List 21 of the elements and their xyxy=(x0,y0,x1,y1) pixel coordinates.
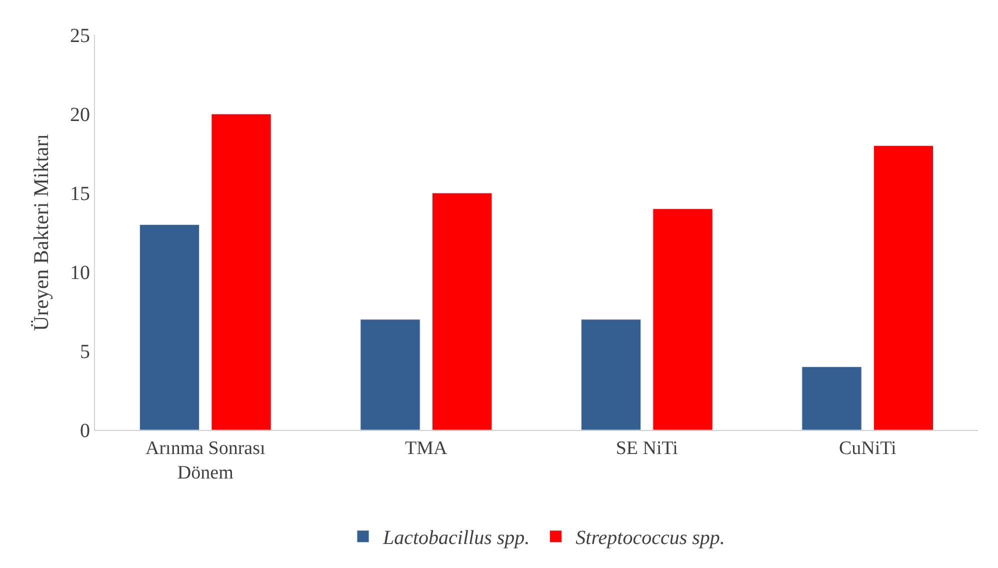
bar xyxy=(211,114,272,430)
bar xyxy=(652,208,713,430)
bar xyxy=(432,192,492,430)
bar xyxy=(139,224,200,430)
x-tick-label: Arınma Sonrası Dönem xyxy=(145,438,266,484)
bar xyxy=(873,145,934,430)
y-tick-label: 0 xyxy=(80,420,90,442)
bar xyxy=(360,319,420,430)
x-tick-label: CuNiTi xyxy=(838,438,896,459)
y-axis-title: Üreyen Bakteri Miktarı xyxy=(29,134,54,332)
bar xyxy=(580,319,642,430)
x-tick-label: TMA xyxy=(405,438,448,459)
legend-label: Lactobacillus spp. xyxy=(382,527,530,550)
bar xyxy=(802,366,862,430)
y-tick-label: 15 xyxy=(70,183,90,205)
y-tick-label: 25 xyxy=(70,25,90,47)
y-tick-label: 5 xyxy=(80,341,90,363)
x-tick-label: SE NiTi xyxy=(616,438,678,459)
y-tick-label: 20 xyxy=(70,104,90,126)
legend-label: Streptococcus spp. xyxy=(576,527,725,550)
y-tick-label: 10 xyxy=(70,262,90,284)
